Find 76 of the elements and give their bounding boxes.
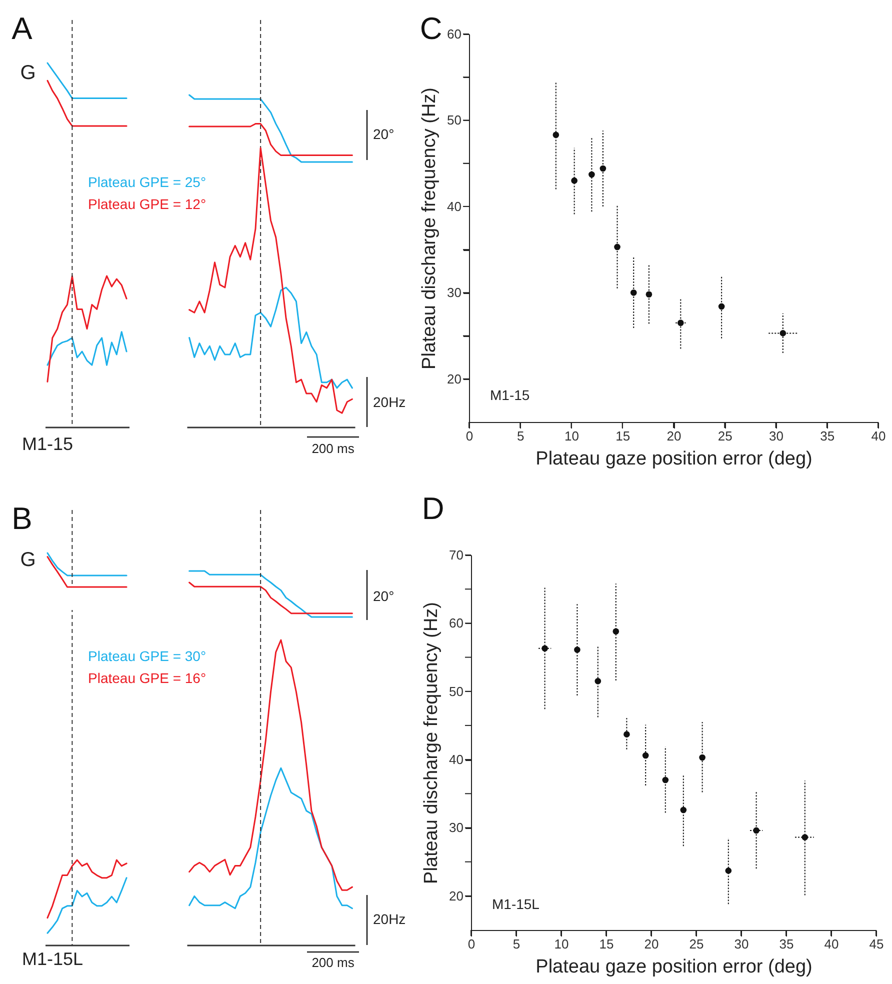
y-tick-label: 20 — [449, 888, 464, 904]
point — [614, 244, 620, 250]
y-tick-label: 50 — [447, 112, 462, 128]
y-tick-label: 70 — [449, 548, 464, 562]
point — [662, 776, 669, 784]
chart-title: A — [12, 11, 33, 46]
x-axis-title: Plateau gaze position error (deg) — [536, 956, 812, 978]
x-tick-label: 15 — [599, 936, 614, 952]
point — [680, 806, 687, 814]
y-tick-label: 40 — [447, 198, 462, 214]
x-tick-label: 45 — [869, 936, 884, 952]
point — [718, 303, 725, 310]
x-tick-label: 35 — [779, 936, 794, 952]
point — [574, 646, 580, 653]
y-tick-label: 40 — [449, 752, 464, 768]
x-tick-label: 40 — [871, 428, 886, 444]
text: 20° — [373, 126, 394, 142]
text: Plateau GPE = 16° — [88, 670, 206, 686]
x-tick-label: 25 — [689, 936, 704, 952]
text: 20Hz — [373, 394, 406, 410]
y-tick-label: 50 — [449, 684, 464, 699]
x-tick-label: 25 — [718, 428, 732, 444]
text: Plateau GPE = 25° — [88, 174, 206, 190]
x-tick-label: 10 — [564, 428, 579, 444]
y-tick-label: 30 — [449, 820, 464, 836]
text: 200 ms — [312, 955, 355, 970]
y-axis-title: Plateau discharge frequency (Hz) — [421, 602, 442, 884]
point — [725, 868, 732, 874]
point — [624, 731, 630, 738]
x-tick-label: 30 — [769, 428, 784, 444]
point — [753, 827, 760, 834]
y-tick-label: 60 — [447, 26, 462, 42]
x-tick-label: 10 — [554, 936, 569, 952]
point — [552, 132, 560, 138]
y-tick-label: 20 — [447, 371, 462, 386]
x-tick-label: 20 — [644, 936, 659, 952]
annotation: M1-15 — [490, 387, 530, 403]
point — [646, 291, 652, 298]
x-tick-label: 5 — [517, 428, 524, 444]
point — [588, 171, 595, 178]
x-tick-label: 0 — [466, 428, 474, 444]
point — [571, 177, 578, 184]
x-tick-label: 30 — [734, 936, 749, 952]
x-axis-title: Plateau gaze position error (deg) — [536, 448, 812, 470]
chart-title: B — [12, 501, 32, 536]
point — [542, 645, 548, 652]
text: 20° — [373, 588, 394, 604]
text: Plateau GPE = 30° — [88, 648, 206, 664]
text: 20Hz — [373, 911, 406, 927]
x-tick-label: 35 — [820, 428, 835, 444]
point — [630, 290, 637, 296]
text: Plateau GPE = 12° — [88, 196, 206, 212]
point — [612, 628, 620, 635]
y-axis-title: Plateau discharge frequency (Hz) — [419, 88, 440, 370]
x-tick-label: 40 — [824, 936, 839, 952]
x-tick-label: 0 — [468, 936, 476, 952]
point — [642, 752, 649, 759]
x-tick-label: 20 — [666, 428, 682, 444]
x-tick-label: 15 — [616, 428, 630, 444]
text: 200 ms — [312, 441, 355, 456]
y-tick-label: 30 — [447, 285, 462, 300]
annotation: M1-15L — [492, 896, 540, 912]
y-tick-label: 60 — [449, 616, 464, 631]
point — [677, 320, 684, 326]
text: G — [20, 62, 36, 84]
text: M1-15L — [22, 949, 84, 969]
point — [594, 678, 602, 684]
point — [600, 165, 606, 172]
point — [699, 754, 706, 761]
text: M1-15 — [22, 434, 74, 454]
point — [802, 834, 808, 840]
chart-title: D — [422, 491, 444, 526]
chart-title: C — [420, 11, 442, 46]
x-tick-label: 5 — [512, 936, 520, 952]
text: G — [20, 549, 36, 571]
point — [780, 330, 786, 336]
